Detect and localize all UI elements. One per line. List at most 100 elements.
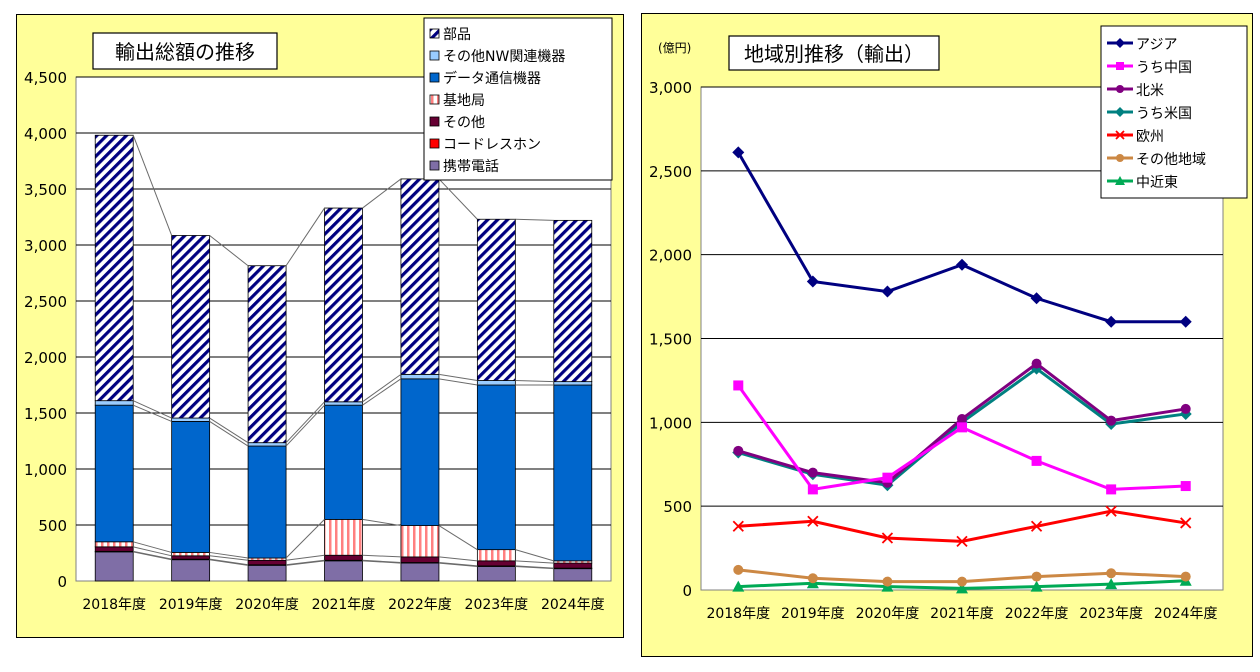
data-point (956, 582, 968, 594)
legend-label: アジア (1136, 37, 1177, 53)
series-line (133, 400, 172, 419)
series-line (362, 560, 401, 564)
series-line (209, 559, 249, 566)
series-line (132, 135, 173, 236)
legend-label: 部品 (443, 27, 471, 43)
data-point (881, 285, 894, 298)
y-tick-label: 2,500 (24, 293, 67, 311)
bar-segment (247, 559, 287, 566)
series-line (285, 401, 325, 444)
legend (423, 17, 613, 181)
x-tick-label: 2020年度 (856, 606, 920, 622)
series-line (438, 373, 478, 382)
x-tick-label: 2021年度 (312, 597, 376, 613)
x-tick-label: 2023年度 (465, 597, 529, 613)
bar-segment (553, 384, 593, 562)
series-line (362, 554, 401, 558)
data-point (881, 532, 894, 544)
data-point (807, 467, 818, 478)
bar-segment (94, 134, 134, 402)
y-tick-label: 2,000 (24, 349, 67, 367)
series-line (133, 541, 172, 553)
data-point (1116, 62, 1124, 70)
data-point (806, 275, 819, 288)
legend-swatch (429, 28, 440, 39)
y-tick-label: 1,000 (649, 414, 692, 432)
series-line (209, 417, 249, 444)
series-line (515, 380, 554, 383)
legend-swatch (429, 116, 440, 127)
data-point (1116, 154, 1124, 162)
legend-label: 北米 (1136, 83, 1164, 99)
legend-label: コードレスホン (443, 137, 541, 153)
series-line (286, 559, 325, 566)
data-point (1115, 176, 1125, 185)
bar-segment (553, 562, 593, 569)
series-line (285, 404, 325, 447)
series-line (209, 555, 249, 561)
bar-segment (171, 552, 211, 557)
stacked-bar-chart: 0 500 1,000 1,500 2,000 2,500 3,000 3,500 4,000 4… (24, 17, 613, 613)
data-point (1180, 481, 1191, 492)
series-line (209, 558, 249, 566)
data-point (807, 573, 818, 584)
x-tick-label: 2024年度 (541, 597, 605, 613)
data-point (1030, 580, 1043, 592)
chart-title: 地域別推移（輸出） (744, 42, 924, 66)
data-point (1031, 358, 1042, 369)
bar-segment (171, 235, 211, 419)
y-tick-label: 0 (682, 582, 692, 600)
data-point (1180, 403, 1191, 414)
data-point (807, 484, 818, 495)
series-line (209, 551, 249, 559)
bar-segment (476, 566, 516, 582)
data-point (882, 472, 893, 483)
series-line (515, 549, 554, 562)
bar-segment (171, 417, 211, 422)
series-line (515, 218, 554, 221)
data-point (733, 380, 744, 391)
bar-segment (476, 380, 516, 386)
x-tick-label: 2021年度 (930, 606, 994, 622)
legend-label: その他地域 (1136, 152, 1206, 168)
series-line (438, 562, 478, 567)
data-point (1106, 484, 1117, 495)
data-point (732, 520, 744, 532)
x-tick-label: 2023年度 (1079, 606, 1143, 622)
series-line (362, 373, 402, 403)
bar-segment (324, 554, 363, 561)
series-line (133, 546, 172, 557)
series-line (362, 378, 402, 406)
bar-segment (400, 178, 440, 375)
bar-segment (94, 404, 134, 543)
data-point (733, 445, 744, 456)
series-line (438, 378, 478, 386)
y-tick-label: 2,500 (649, 163, 692, 181)
x-tick-label: 2018年度 (706, 606, 770, 622)
data-point (1115, 130, 1125, 140)
bar-segment (400, 373, 440, 380)
bar-segment (476, 560, 516, 567)
data-point (1030, 292, 1043, 305)
y-tick-label: 4,000 (24, 125, 67, 143)
series-line (515, 565, 554, 569)
y-tick-label: 500 (663, 498, 692, 516)
series-line (133, 404, 172, 422)
bar-segment (94, 546, 134, 552)
bar-segment (324, 207, 363, 403)
bar-segment (400, 378, 440, 526)
bar-segment (476, 384, 516, 551)
bar-segment (247, 445, 287, 559)
bar-segment (476, 549, 516, 562)
bar-segment (400, 556, 440, 563)
series-line (438, 178, 478, 220)
legend-label: うち中国 (1136, 60, 1192, 76)
data-point (1115, 38, 1125, 48)
data-point (1106, 568, 1117, 579)
bar-segment (553, 568, 593, 582)
data-point (1180, 571, 1191, 582)
data-point (1116, 85, 1124, 93)
legend-label: その他 (443, 115, 485, 131)
legend-label: うち米国 (1136, 106, 1192, 122)
right-chart-panel: 0 500 1,000 1,500 2,000 2,500 3,000 (億円) 2018年度 2… (641, 13, 1253, 657)
